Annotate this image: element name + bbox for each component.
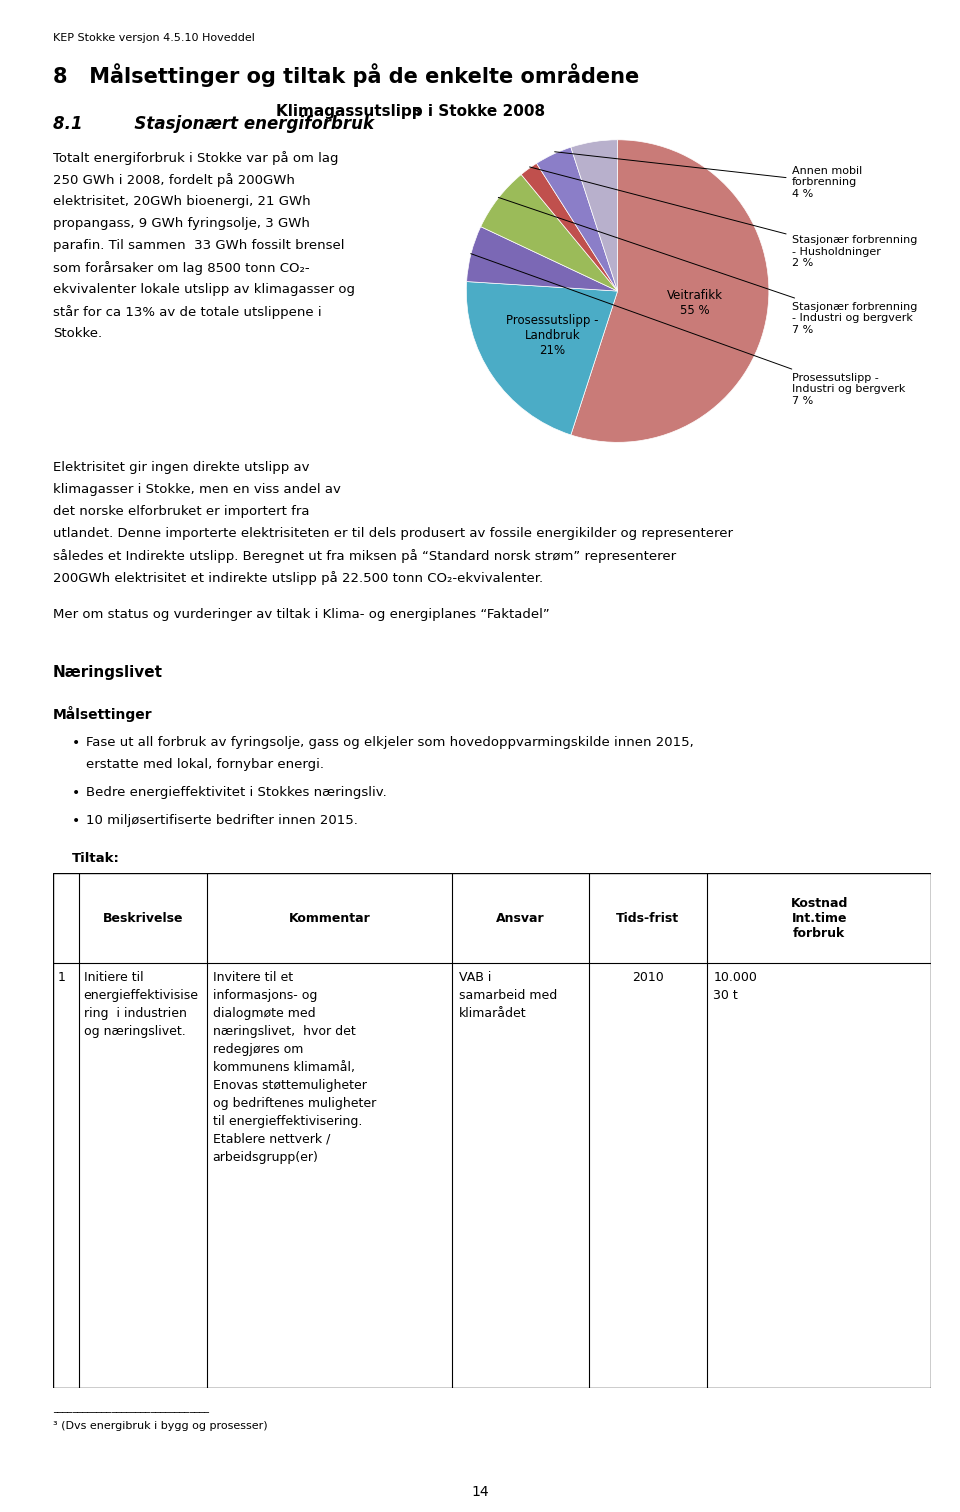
Text: Stasjonær forbrenning
- Husholdninger
2 %: Stasjonær forbrenning - Husholdninger 2 … (530, 166, 917, 268)
Text: Klimagassutslipp i Stokke 2008: Klimagassutslipp i Stokke 2008 (276, 104, 545, 119)
Text: Tiltak:: Tiltak: (72, 853, 120, 865)
Wedge shape (467, 281, 617, 435)
Text: KEP Stokke versjon 4.5.10 Hoveddel: KEP Stokke versjon 4.5.10 Hoveddel (53, 33, 254, 44)
Text: Prosessutslipp -
Industri og bergverk
7 %: Prosessutslipp - Industri og bergverk 7 … (470, 254, 905, 407)
Text: klimagasser i Stokke, men en viss andel av: klimagasser i Stokke, men en viss andel … (53, 484, 341, 496)
Text: 3: 3 (413, 107, 420, 118)
Text: Veitrafikk
55 %: Veitrafikk 55 % (667, 289, 723, 318)
Text: Kommentar: Kommentar (289, 912, 371, 925)
Text: 14: 14 (471, 1485, 489, 1498)
Wedge shape (571, 139, 769, 443)
Text: 200GWh elektrisitet et indirekte utslipp på 22.500 tonn CO₂-ekvivalenter.: 200GWh elektrisitet et indirekte utslipp… (53, 570, 543, 585)
Text: VAB i
samarbeid med
klimarådet: VAB i samarbeid med klimarådet (459, 971, 557, 1021)
Text: Totalt energiforbruk i Stokke var på om lag: Totalt energiforbruk i Stokke var på om … (53, 151, 338, 165)
Text: ³ (Dvs energibruk i bygg og prosesser): ³ (Dvs energibruk i bygg og prosesser) (53, 1421, 268, 1432)
Wedge shape (571, 139, 617, 290)
Text: Annen mobil
forbrenning
4 %: Annen mobil forbrenning 4 % (555, 151, 862, 198)
Text: Tids-frist: Tids-frist (616, 912, 680, 925)
Text: propangass, 9 GWh fyringsolje, 3 GWh: propangass, 9 GWh fyringsolje, 3 GWh (53, 216, 310, 230)
Text: som forårsaker om lag 8500 tonn CO₂-: som forårsaker om lag 8500 tonn CO₂- (53, 260, 309, 275)
Text: erstatte med lokal, fornybar energi.: erstatte med lokal, fornybar energi. (86, 758, 324, 771)
Text: Bedre energieffektivitet i Stokkes næringsliv.: Bedre energieffektivitet i Stokkes nærin… (86, 786, 387, 800)
Text: elektrisitet, 20GWh bioenergi, 21 GWh: elektrisitet, 20GWh bioenergi, 21 GWh (53, 195, 310, 209)
Text: utlandet. Denne importerte elektrisiteten er til dels produsert av fossile energ: utlandet. Denne importerte elektrisitete… (53, 526, 732, 540)
Text: Stasjonær forbrenning
- Industri og bergverk
7 %: Stasjonær forbrenning - Industri og berg… (498, 198, 917, 334)
Text: Fase ut all forbruk av fyringsolje, gass og elkjeler som hovedoppvarmingskilde i: Fase ut all forbruk av fyringsolje, gass… (86, 736, 694, 750)
Text: Målsettinger: Målsettinger (53, 706, 153, 723)
Text: Stokke.: Stokke. (53, 327, 102, 340)
Text: står for ca 13% av de totale utslippene i: står for ca 13% av de totale utslippene … (53, 304, 322, 319)
Wedge shape (481, 174, 617, 290)
Wedge shape (467, 227, 617, 290)
Text: Ansvar: Ansvar (496, 912, 545, 925)
Text: Prosessutslipp -
Landbruk
21%: Prosessutslipp - Landbruk 21% (506, 314, 599, 357)
Text: 8.1         Stasjonært energiforbruk: 8.1 Stasjonært energiforbruk (53, 115, 373, 133)
Text: Invitere til et
informasjons- og
dialogmøte med
næringslivet,  hvor det
redegjør: Invitere til et informasjons- og dialogm… (213, 971, 376, 1164)
Text: ________________________________: ________________________________ (53, 1403, 209, 1414)
Text: •: • (72, 786, 81, 800)
Wedge shape (521, 163, 617, 290)
Text: 250 GWh i 2008, fordelt på 200GWh: 250 GWh i 2008, fordelt på 200GWh (53, 172, 295, 187)
Text: parafin. Til sammen  33 GWh fossilt brensel: parafin. Til sammen 33 GWh fossilt brens… (53, 239, 345, 253)
Text: •: • (72, 736, 81, 750)
Text: Næringslivet: Næringslivet (53, 665, 163, 680)
Text: •: • (72, 813, 81, 829)
Text: ekvivalenter lokale utslipp av klimagasser og: ekvivalenter lokale utslipp av klimagass… (53, 283, 355, 296)
Wedge shape (537, 147, 617, 290)
Text: 1: 1 (58, 971, 65, 984)
Text: 10 miljøsertifiserte bedrifter innen 2015.: 10 miljøsertifiserte bedrifter innen 201… (86, 813, 358, 827)
Text: 8   Målsettinger og tiltak på de enkelte områdene: 8 Målsettinger og tiltak på de enkelte o… (53, 64, 639, 88)
Text: Elektrisitet gir ingen direkte utslipp av: Elektrisitet gir ingen direkte utslipp a… (53, 461, 309, 475)
Text: 2010: 2010 (632, 971, 663, 984)
Text: således et Indirekte utslipp. Beregnet ut fra miksen på “Standard norsk strøm” r: således et Indirekte utslipp. Beregnet u… (53, 549, 676, 562)
Text: Initiere til
energieffektivisise
ring  i industrien
og næringslivet.: Initiere til energieffektivisise ring i … (84, 971, 199, 1039)
Text: Kostnad
Int.time
forbruk: Kostnad Int.time forbruk (790, 897, 848, 940)
Text: det norske elforbruket er importert fra: det norske elforbruket er importert fra (53, 505, 309, 519)
Text: Mer om status og vurderinger av tiltak i Klima- og energiplanes “Faktadel”: Mer om status og vurderinger av tiltak i… (53, 608, 549, 621)
Text: 10.000
30 t: 10.000 30 t (713, 971, 757, 1002)
Text: Beskrivelse: Beskrivelse (103, 912, 183, 925)
